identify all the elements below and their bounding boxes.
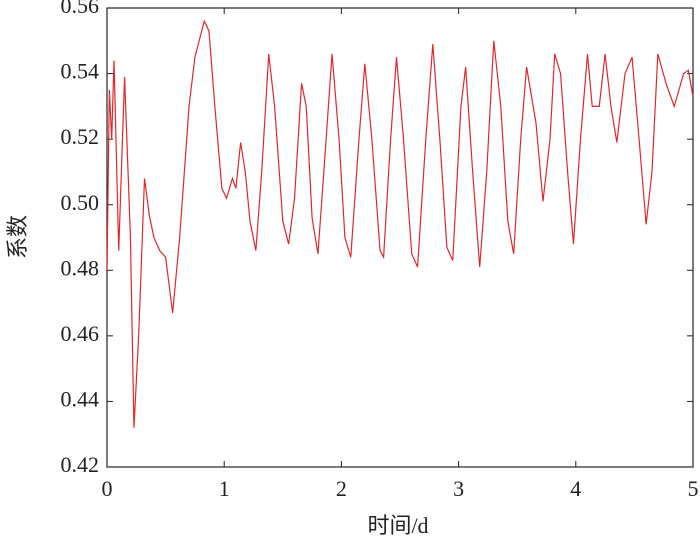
y-tick-label: 0.46 bbox=[61, 321, 100, 346]
x-tick-label: 5 bbox=[688, 476, 699, 501]
y-tick-label: 0.42 bbox=[61, 452, 100, 477]
line-series bbox=[106, 19, 694, 428]
y-tick-label: 0.48 bbox=[61, 255, 100, 280]
x-tick-label: 3 bbox=[453, 476, 464, 501]
x-axis-label: 时间/d bbox=[367, 513, 428, 538]
y-axis-label: 系数 bbox=[5, 215, 30, 259]
x-tick-label: 4 bbox=[570, 476, 581, 501]
y-tick-label: 0.52 bbox=[61, 124, 100, 149]
x-tick-label: 1 bbox=[219, 476, 230, 501]
y-tick-label: 0.54 bbox=[61, 59, 100, 84]
x-tick-label: 0 bbox=[102, 476, 113, 501]
y-tick-label: 0.50 bbox=[61, 190, 100, 215]
y-tick-label: 0.44 bbox=[61, 386, 100, 411]
y-tick-label: 0.56 bbox=[61, 0, 100, 18]
plot-frame bbox=[106, 7, 694, 468]
x-tick-label: 2 bbox=[336, 476, 347, 501]
